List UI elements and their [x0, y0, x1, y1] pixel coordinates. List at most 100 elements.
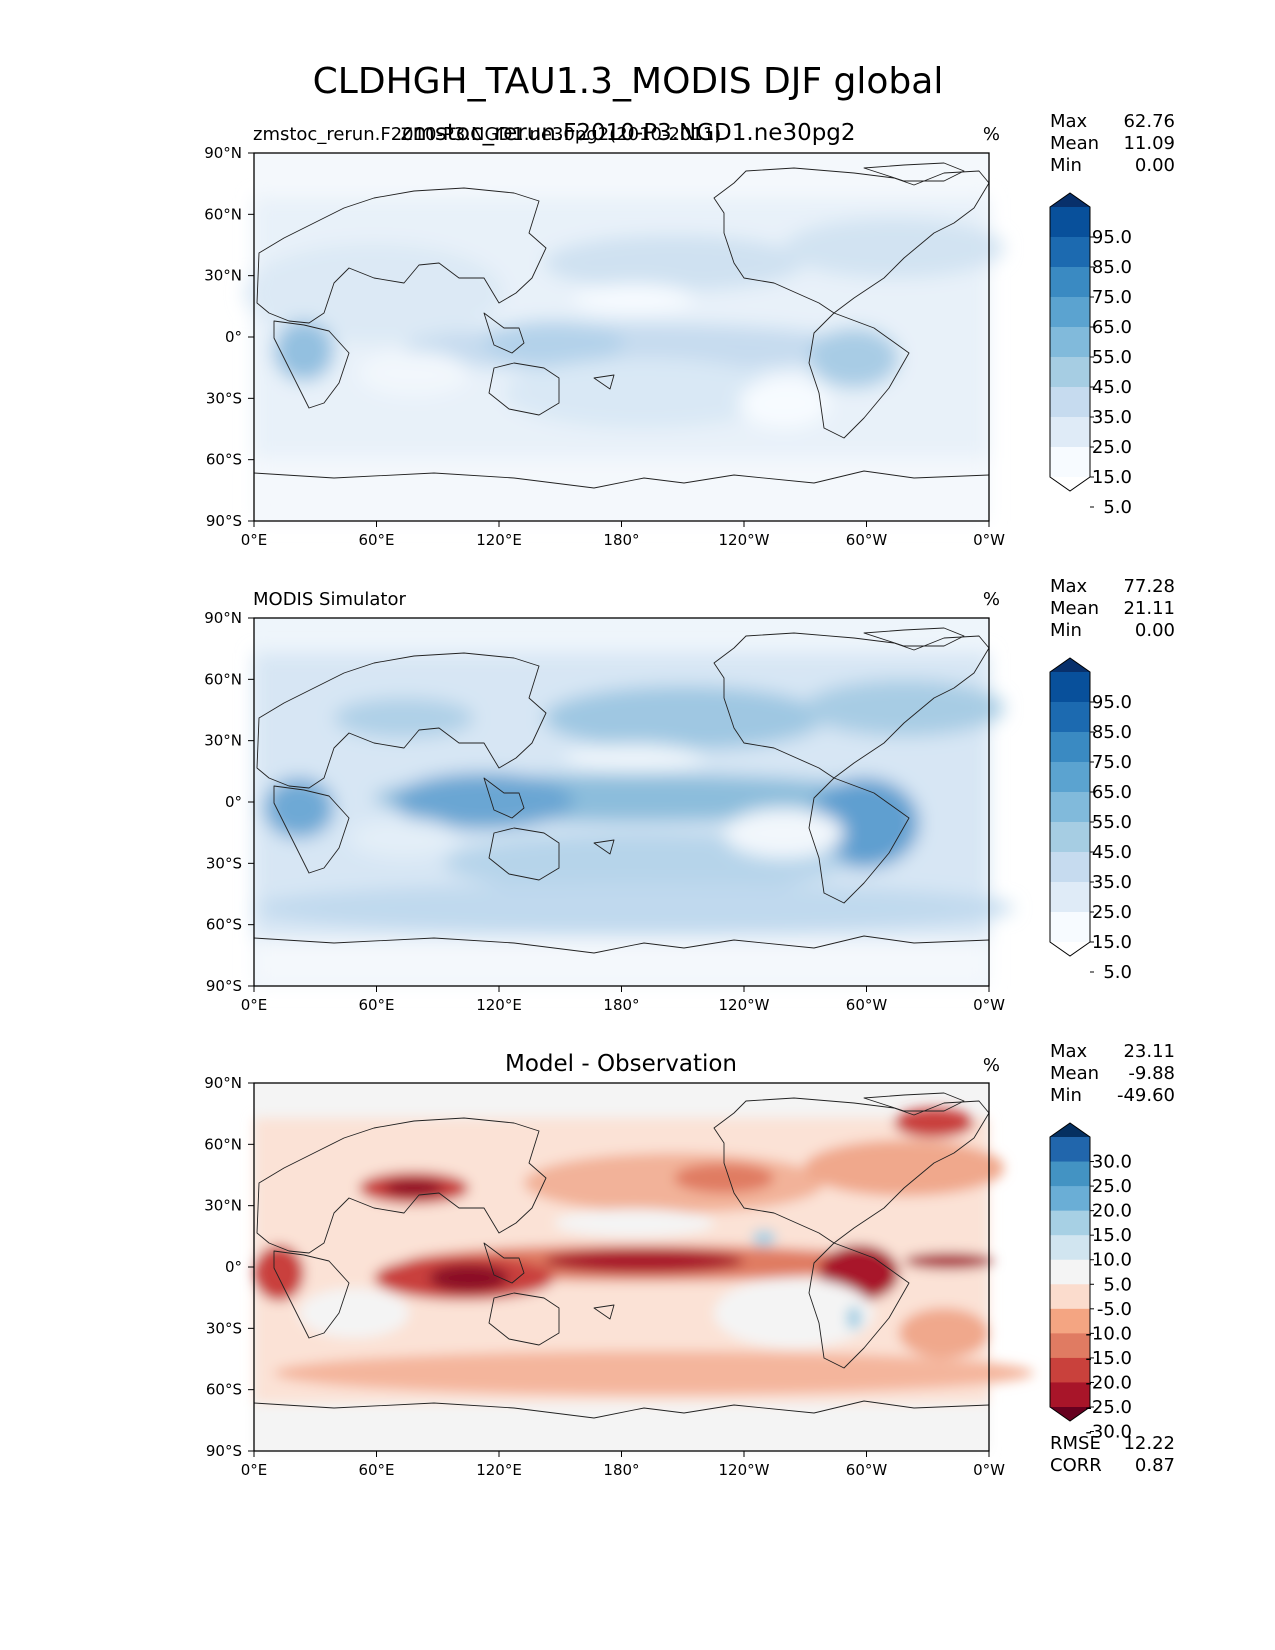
- colorbar-label: 85.0: [1092, 722, 1132, 743]
- colorbar-label: -30.0: [1085, 1422, 1132, 1443]
- colorbar-segment: [1050, 1186, 1090, 1212]
- colorbar-segment: [1050, 1137, 1090, 1163]
- stat-value: 11.09: [1123, 133, 1175, 154]
- y-tick-label: 90°S: [206, 512, 242, 530]
- x-tick-label: 180°: [603, 1461, 639, 1479]
- x-tick-label: 0°E: [241, 531, 268, 549]
- colorbar-label: 55.0: [1092, 347, 1132, 368]
- colorbar-segment: [1050, 357, 1090, 388]
- metric-value: 0.87: [1135, 1455, 1175, 1476]
- colorbar-label: 10.0: [1092, 1250, 1132, 1271]
- metric-label: CORR: [1050, 1455, 1102, 1476]
- colorbar-label: 25.0: [1092, 437, 1132, 458]
- colorbar-extend-top: [1050, 1123, 1090, 1137]
- colorbar-label: 95.0: [1092, 227, 1132, 248]
- colorbar-label: -10.0: [1085, 1323, 1132, 1344]
- colorbar-extend-bottom: [1050, 1407, 1090, 1421]
- colorbar-extend-bottom: [1050, 477, 1090, 491]
- y-tick-label: 90°N: [204, 609, 242, 627]
- x-tick-label: 60°W: [846, 531, 888, 549]
- y-tick-label: 30°S: [206, 1319, 242, 1337]
- y-tick-label: 90°N: [204, 144, 242, 162]
- colorbar-segment: [1050, 1161, 1090, 1187]
- x-tick-label: 120°E: [476, 531, 522, 549]
- x-tick-label: 0°W: [973, 531, 1005, 549]
- stat-value: 23.11: [1123, 1041, 1175, 1062]
- colorbar-segment: [1050, 1308, 1090, 1334]
- y-tick-label: 60°N: [204, 670, 242, 688]
- colorbar-label: 65.0: [1092, 782, 1132, 803]
- map-plot-test: 0°E 60°E 120°E 180° 120°W 60°W 0°W 90°N 60°N 30°N…: [204, 144, 1005, 549]
- colorbar-segment: [1050, 912, 1090, 943]
- colorbar-label: -15.0: [1085, 1348, 1132, 1369]
- y-tick-label: 30°S: [206, 854, 242, 872]
- colorbar-segment: [1050, 327, 1090, 358]
- colorbar-segment: [1050, 1382, 1090, 1408]
- panel-reference: MODIS Simulator %: [204, 576, 1175, 1014]
- x-tick-label: 0°E: [241, 1461, 268, 1479]
- y-tick-label: 90°N: [204, 1074, 242, 1092]
- x-tick-label: 60°W: [846, 996, 888, 1014]
- x-tick-label: 120°W: [719, 531, 770, 549]
- stat-value: 21.11: [1123, 598, 1175, 619]
- x-tick-label: 60°W: [846, 1461, 888, 1479]
- x-tick-label: 60°E: [358, 531, 394, 549]
- colorbar-label: 65.0: [1092, 317, 1132, 338]
- colorbar-segment: [1050, 1259, 1090, 1285]
- y-tick-label: 30°S: [206, 389, 242, 407]
- colorbar-segment: [1050, 702, 1090, 733]
- y-tick-label: 90°S: [206, 977, 242, 995]
- panel-reference-units: %: [983, 589, 1000, 610]
- stat-value: 0.00: [1135, 620, 1175, 641]
- colorbar-label: 5.0: [1103, 497, 1132, 518]
- stat-label: Min: [1050, 1085, 1082, 1106]
- difference-field: [254, 1108, 1034, 1451]
- colorbar-label: 75.0: [1092, 752, 1132, 773]
- x-tick-label: 120°E: [476, 996, 522, 1014]
- stats-reference: Max 77.28 Mean 21.11 Min 0.00: [1050, 576, 1175, 641]
- colorbar-label: 15.0: [1092, 932, 1132, 953]
- stat-value: -9.88: [1128, 1063, 1175, 1084]
- colorbar-segment: [1050, 207, 1090, 238]
- metric-value: 12.22: [1123, 1433, 1175, 1454]
- stat-label: Mean: [1050, 1063, 1099, 1084]
- y-tick-label: 0°: [225, 1258, 242, 1276]
- colorbar-segment: [1050, 417, 1090, 448]
- stat-value: -49.60: [1117, 1085, 1175, 1106]
- metrics-difference: RMSE 12.22 CORR 0.87: [1050, 1433, 1175, 1476]
- coastlines: [253, 627, 990, 954]
- panel-test-left-title: zmstoc_rerun.F2010-P3.NGD1.ne30pg2(2010-…: [253, 124, 721, 145]
- colorbar-segment: [1050, 1284, 1090, 1310]
- x-tick-label: 0°W: [973, 1461, 1005, 1479]
- colorbar-segment: [1050, 1357, 1090, 1383]
- colorbar-segment: [1050, 882, 1090, 913]
- colorbar-label: 25.0: [1092, 1176, 1132, 1197]
- x-tick-label: 120°E: [476, 1461, 522, 1479]
- stat-label: Mean: [1050, 598, 1099, 619]
- stat-label: Min: [1050, 620, 1082, 641]
- panel-reference-left-title: MODIS Simulator: [253, 589, 406, 610]
- y-tick-label: 30°N: [204, 267, 242, 285]
- coastlines: [253, 162, 990, 489]
- x-tick-label: 0°E: [241, 996, 268, 1014]
- map-plot-difference: 0°E 60°E 120°E 180° 120°W 60°W 0°W 90°N 60°N 30°N…: [204, 1074, 1034, 1479]
- stat-label: Mean: [1050, 133, 1099, 154]
- x-tick-label: 180°: [603, 531, 639, 549]
- coastlines: [253, 1092, 990, 1419]
- x-tick-label: 120°W: [719, 996, 770, 1014]
- y-tick-label: 60°S: [206, 916, 242, 934]
- panel-difference-units: %: [983, 1055, 1000, 1076]
- stats-difference: Max 23.11 Mean -9.88 Min -49.60: [1050, 1041, 1175, 1106]
- colorbar-segment: [1050, 387, 1090, 418]
- colorbar-segment: [1050, 237, 1090, 268]
- colorbar-segment: [1050, 1333, 1090, 1359]
- colorbar-extend-bottom: [1050, 942, 1090, 956]
- colorbar-label: 5.0: [1103, 1274, 1132, 1295]
- x-tick-label: 180°: [603, 996, 639, 1014]
- colorbar-label: 30.0: [1092, 1152, 1132, 1173]
- cloud-field: [254, 653, 1014, 986]
- stat-label: Max: [1050, 1041, 1088, 1062]
- y-tick-label: 60°S: [206, 1381, 242, 1399]
- colorbar-segment: [1050, 822, 1090, 853]
